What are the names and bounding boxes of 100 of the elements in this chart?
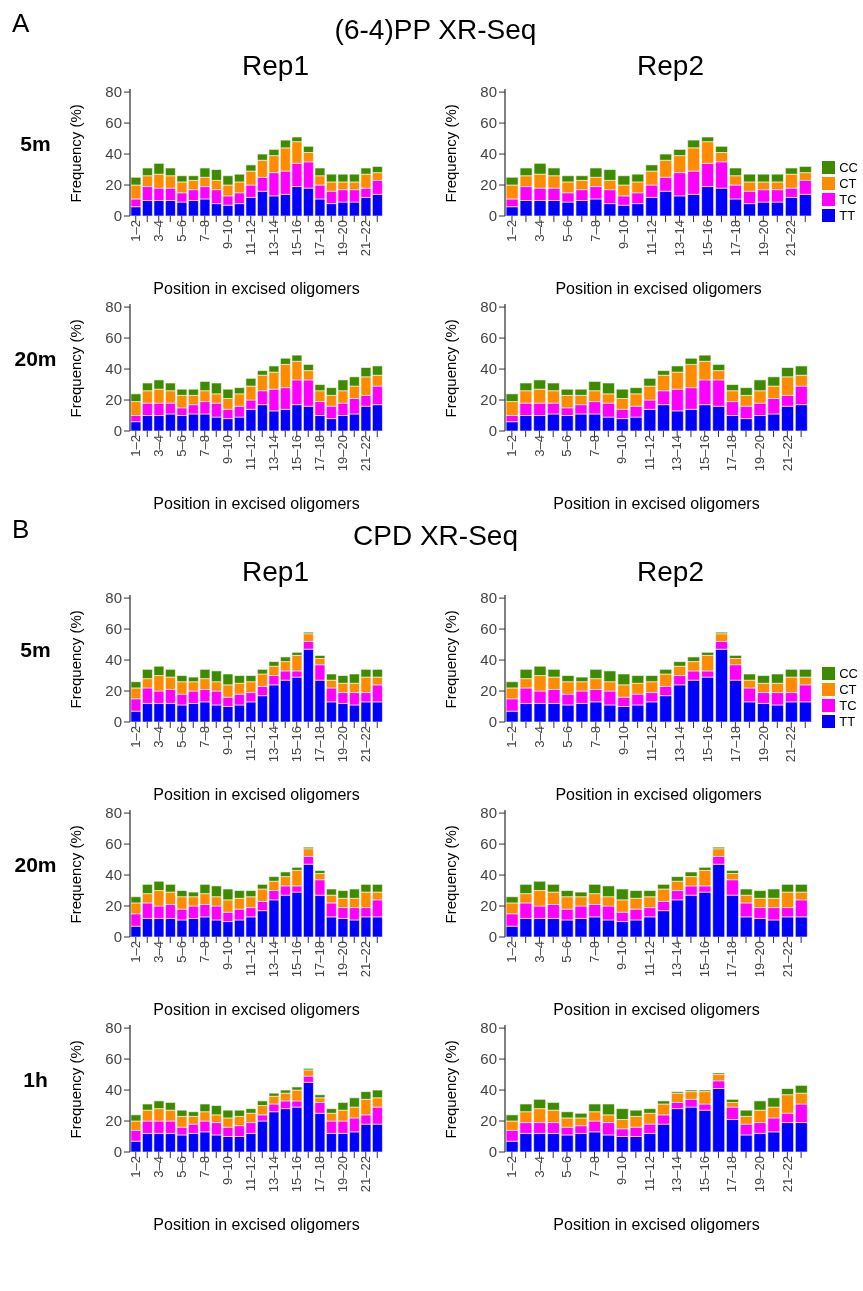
y-axis-title: Frequency (%) bbox=[442, 319, 460, 418]
y-tick-label: 80 bbox=[480, 589, 497, 607]
y-tick-label: 60 bbox=[105, 1050, 122, 1068]
y-tick-label: 0 bbox=[488, 422, 497, 440]
x-tick-label: 3–4 bbox=[150, 220, 166, 242]
y-tick-label: 0 bbox=[113, 713, 122, 731]
text: 5m bbox=[19, 637, 52, 663]
x-tick-label: 15–16 bbox=[288, 435, 304, 472]
x-tick-label: 7–8 bbox=[196, 1156, 212, 1178]
x-tick-label: 17–18 bbox=[727, 726, 743, 763]
text: A bbox=[12, 8, 30, 39]
x-tick-label: 11–12 bbox=[242, 220, 258, 256]
x-tick-label: 17–18 bbox=[724, 941, 740, 978]
y-tick-label: 40 bbox=[105, 866, 122, 884]
x-tick-label: 5–6 bbox=[560, 726, 576, 748]
x-tick-label: 5–6 bbox=[559, 435, 575, 457]
y-tick-label: 80 bbox=[105, 1019, 122, 1037]
x-tick-label: 17–18 bbox=[311, 220, 327, 257]
x-tick-label: 21–22 bbox=[357, 941, 373, 978]
x-tick-label: 9–10 bbox=[219, 941, 235, 970]
x-tick-label: 17–18 bbox=[311, 1156, 327, 1193]
x-tick-label: 13–14 bbox=[671, 726, 687, 763]
x-tick-label: 5–6 bbox=[173, 726, 189, 748]
x-tick-label: 3–4 bbox=[531, 941, 547, 963]
y-tick-label: 40 bbox=[105, 651, 122, 669]
x-tick-label: 15–16 bbox=[288, 726, 304, 763]
x-tick-label: 13–14 bbox=[669, 435, 685, 472]
chart-title: Rep2 bbox=[636, 555, 705, 589]
x-tick-label: 15–16 bbox=[696, 1156, 712, 1193]
x-tick-label: 5–6 bbox=[173, 220, 189, 242]
x-tick-label: 9–10 bbox=[615, 726, 631, 755]
x-tick-label: 7–8 bbox=[196, 435, 212, 457]
x-tick-label: 17–18 bbox=[311, 941, 327, 978]
x-tick-label: 11–12 bbox=[242, 435, 258, 471]
x-axis-title: Position in excised oligomers bbox=[153, 280, 360, 297]
x-tick-label: 11–12 bbox=[242, 726, 258, 762]
x-tick-label: 1–2 bbox=[127, 220, 143, 242]
x-tick-label: 7–8 bbox=[586, 435, 602, 457]
x-tick-label: 9–10 bbox=[615, 220, 631, 249]
x-tick-label: 3–4 bbox=[531, 435, 547, 457]
x-tick-label: 3–4 bbox=[150, 941, 166, 963]
y-tick-label: 40 bbox=[105, 1081, 122, 1099]
y-axis-title: Frequency (%) bbox=[442, 610, 460, 709]
x-tick-label: 1–2 bbox=[504, 220, 520, 242]
text: 1h bbox=[22, 1067, 49, 1093]
y-tick-label: 80 bbox=[480, 804, 497, 822]
x-axis-title: Position in excised oligomers bbox=[153, 495, 360, 512]
y-tick-label: 20 bbox=[480, 1112, 497, 1130]
y-tick-label: 80 bbox=[105, 83, 122, 101]
y-axis-title: Frequency (%) bbox=[442, 825, 460, 924]
x-tick-label: 1–2 bbox=[127, 726, 143, 748]
x-tick-label: 15–16 bbox=[696, 941, 712, 978]
x-tick-label: 11–12 bbox=[242, 941, 258, 977]
x-axis-title: Position in excised oligomers bbox=[153, 1001, 360, 1018]
y-tick-label: 0 bbox=[488, 928, 497, 946]
y-tick-label: 60 bbox=[480, 620, 497, 638]
y-tick-label: 80 bbox=[480, 1019, 497, 1037]
y-tick-label: 20 bbox=[105, 682, 122, 700]
y-tick-label: 40 bbox=[105, 360, 122, 378]
x-tick-label: 1–2 bbox=[504, 726, 520, 748]
x-tick-label: 21–22 bbox=[357, 435, 373, 472]
y-tick-label: 0 bbox=[113, 928, 122, 946]
y-axis-title: Frequency (%) bbox=[67, 610, 85, 709]
y-tick-label: 40 bbox=[480, 145, 497, 163]
x-tick-label: 9–10 bbox=[614, 941, 630, 970]
x-axis-title: Position in excised oligomers bbox=[553, 495, 760, 512]
x-tick-label: 15–16 bbox=[288, 941, 304, 978]
x-tick-label: 3–4 bbox=[150, 726, 166, 748]
x-tick-label: 13–14 bbox=[265, 220, 281, 257]
x-tick-label: 13–14 bbox=[265, 941, 281, 978]
x-axis-title: Position in excised oligomers bbox=[555, 280, 762, 297]
x-tick-label: 13–14 bbox=[671, 220, 687, 257]
x-tick-label: 7–8 bbox=[196, 941, 212, 963]
text: 20m bbox=[13, 346, 58, 372]
x-tick-label: 11–12 bbox=[242, 1156, 258, 1192]
chart-title: Rep2 bbox=[636, 49, 705, 83]
x-tick-label: 11–12 bbox=[641, 1156, 657, 1192]
x-tick-label: 3–4 bbox=[532, 726, 548, 748]
x-tick-label: 3–4 bbox=[531, 1156, 547, 1178]
y-tick-label: 0 bbox=[113, 207, 122, 225]
x-tick-label: 5–6 bbox=[559, 1156, 575, 1178]
y-tick-label: 80 bbox=[480, 298, 497, 316]
x-tick-label: 7–8 bbox=[586, 941, 602, 963]
x-tick-label: 9–10 bbox=[614, 1156, 630, 1185]
x-tick-label: 19–20 bbox=[334, 726, 350, 763]
x-tick-label: 17–18 bbox=[724, 1156, 740, 1193]
y-tick-label: 40 bbox=[105, 145, 122, 163]
x-tick-label: 19–20 bbox=[752, 1156, 768, 1193]
y-tick-label: 20 bbox=[480, 682, 497, 700]
y-tick-label: 60 bbox=[105, 329, 122, 347]
x-tick-label: 21–22 bbox=[357, 726, 373, 763]
x-tick-label: 15–16 bbox=[699, 726, 715, 763]
x-tick-label: 15–16 bbox=[699, 220, 715, 257]
x-tick-label: 21–22 bbox=[779, 435, 795, 472]
legend-label: TT bbox=[839, 208, 856, 223]
y-tick-label: 0 bbox=[113, 422, 122, 440]
y-tick-label: 0 bbox=[488, 207, 497, 225]
x-tick-label: 5–6 bbox=[560, 220, 576, 242]
x-tick-label: 9–10 bbox=[219, 1156, 235, 1185]
x-tick-label: 9–10 bbox=[614, 435, 630, 464]
